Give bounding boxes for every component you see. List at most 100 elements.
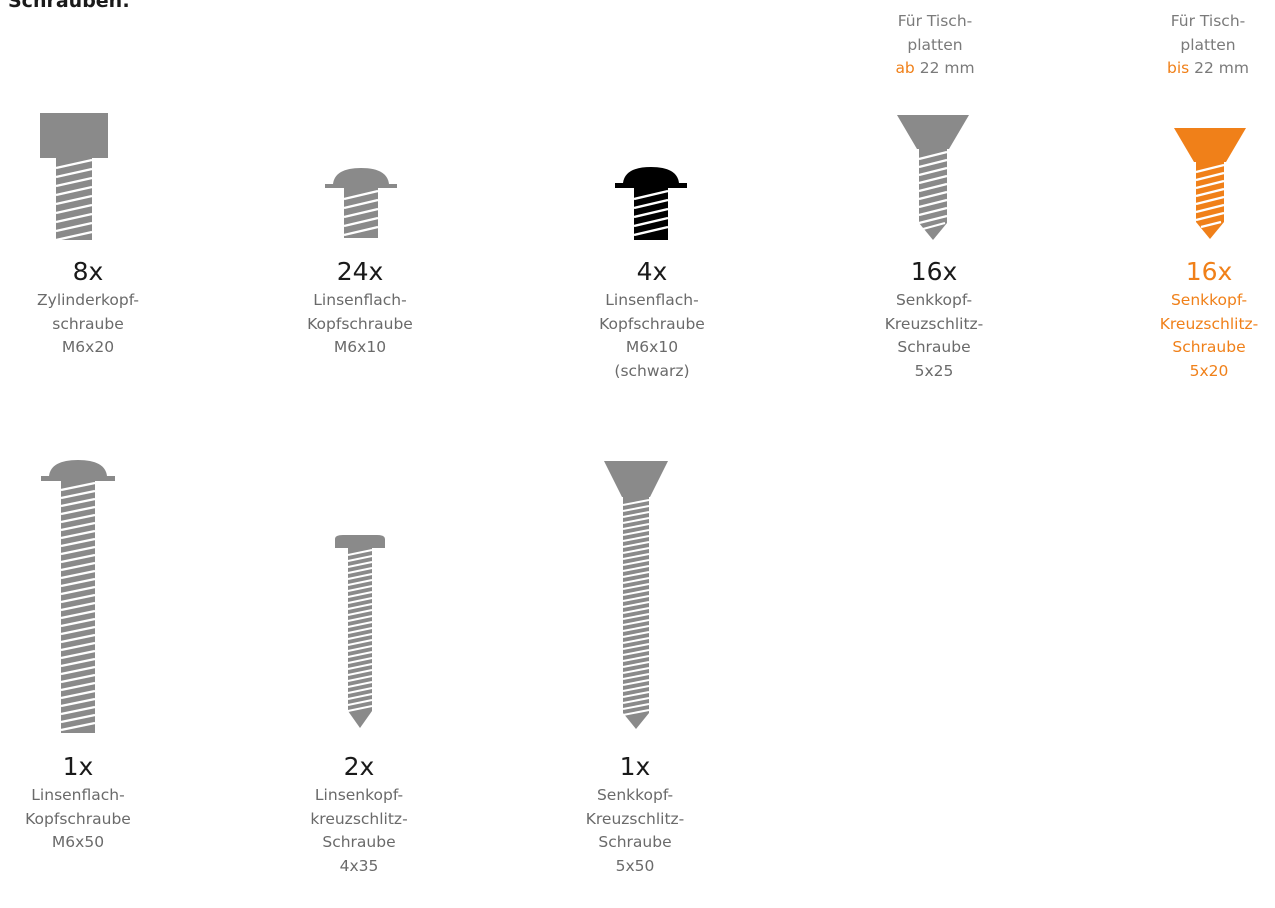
- screw-quantity: 24x: [336, 257, 384, 286]
- table-thickness-note-bis: Für Tisch- platten bis 22 mm: [1108, 10, 1275, 81]
- thread-line: [60, 649, 96, 660]
- screw-item-5x50: 1x Senkkopf- Kreuzschlitz- Schraube 5x50: [535, 752, 735, 878]
- thread-line: [60, 665, 96, 676]
- thread-line: [622, 523, 650, 530]
- screw-quantity: 8x: [72, 257, 104, 286]
- thread-line: [60, 553, 96, 564]
- thread-line: [60, 617, 96, 628]
- screw-name-line: Schraube: [322, 833, 396, 851]
- note-line-1: Für Tisch-: [1170, 12, 1246, 30]
- screw-name-line: schraube: [52, 314, 124, 333]
- screw-name-line: Linsenflach-: [31, 786, 125, 804]
- thread-line: [60, 609, 96, 620]
- countersunk-screw-icon: [897, 115, 969, 240]
- thread-line: [622, 505, 650, 512]
- thread-line: [347, 681, 373, 688]
- thread-line: [347, 627, 373, 634]
- screw-name-line: Schraube: [1172, 338, 1246, 356]
- thread-line: [347, 591, 373, 598]
- thread-line: [622, 655, 650, 662]
- thread-line: [347, 633, 373, 640]
- thread-line: [347, 579, 373, 586]
- thread-line: [622, 547, 650, 554]
- thread-line: [622, 643, 650, 650]
- cylinder-head-screw-icon: [40, 113, 108, 242]
- thread-line: [60, 561, 96, 572]
- thread-line: [60, 721, 96, 732]
- screw-quantity: 2x: [343, 752, 375, 781]
- thread-line: [60, 625, 96, 636]
- thread-line: [622, 625, 650, 632]
- thread-line: [60, 537, 96, 548]
- thread-line: [622, 553, 650, 560]
- thread-line: [347, 663, 373, 670]
- screw-quantity: 4x: [636, 257, 668, 286]
- thread-line: [60, 673, 96, 684]
- screw-item-4x35: 2x Linsenkopf- kreuzschlitz- Schraube 4x…: [259, 752, 459, 878]
- thread-line: [622, 631, 650, 638]
- thread-line: [60, 497, 96, 508]
- thread-line: [347, 651, 373, 658]
- screw-name-line: Senkkopf-: [1170, 291, 1248, 309]
- thread-line: [622, 679, 650, 686]
- note-rest: 22 mm: [1189, 59, 1249, 77]
- thread-line: [622, 541, 650, 548]
- thread-line: [622, 613, 650, 620]
- note-highlight: bis: [1166, 59, 1190, 77]
- thread-line: [347, 561, 373, 568]
- thread-line: [622, 691, 650, 698]
- thread-line: [622, 685, 650, 692]
- thread-line: [347, 621, 373, 628]
- thread-line: [60, 569, 96, 580]
- thread-line: [60, 657, 96, 668]
- thread-line: [347, 603, 373, 610]
- thread-line: [622, 661, 650, 668]
- thread-line: [622, 559, 650, 566]
- thread-line: [622, 535, 650, 542]
- thread-line: [622, 583, 650, 590]
- screw-name-line: Linsenkopf-: [314, 786, 404, 804]
- screw-quantity: 16x: [1185, 257, 1233, 286]
- thread-line: [347, 567, 373, 574]
- section-heading: Schrauben:: [8, 0, 130, 12]
- pan-flange-long-screw-icon: [41, 460, 115, 733]
- thread-line: [347, 693, 373, 700]
- thread-line: [622, 601, 650, 608]
- thread-line: [622, 517, 650, 524]
- screw-name-line: Kreuzschlitz-: [1159, 314, 1259, 333]
- screw-size: M6x50: [51, 833, 105, 851]
- screw-size: 5x20: [1189, 361, 1229, 380]
- screw-item-m6x50: 1x Linsenflach- Kopfschraube M6x50: [0, 752, 178, 855]
- screw-name-line: Kopfschraube: [599, 314, 705, 333]
- screw-item-m6x20: 8x Zylinderkopf- schraube M6x20: [0, 257, 188, 360]
- table-thickness-note-ab: Für Tisch- platten ab 22 mm: [835, 10, 1035, 81]
- screw-size: M6x10: [333, 338, 387, 356]
- screw-item-m6x10: 24x Linsenflach- Kopfschraube M6x10: [260, 257, 460, 360]
- screw-name-line: Kreuzschlitz-: [884, 314, 984, 333]
- screw-name-line: Kreuzschlitz-: [585, 809, 685, 828]
- thread-line: [60, 705, 96, 716]
- thread-line: [347, 549, 373, 556]
- note-line-3: ab 22 mm: [835, 57, 1035, 81]
- screw-name-line: Kopfschraube: [25, 809, 131, 828]
- screw-name-line: Linsenflach-: [605, 291, 699, 309]
- screw-name-line: Senkkopf-: [895, 291, 973, 309]
- thread-line: [347, 657, 373, 664]
- screw-item-m6x10-black: 4x Linsenflach- Kopfschraube M6x10 (schw…: [552, 257, 752, 383]
- thread-line: [622, 511, 650, 518]
- screw-variant: (schwarz): [614, 361, 690, 380]
- note-line-3: bis 22 mm: [1108, 57, 1275, 81]
- countersunk-long-screw-icon: [604, 461, 668, 729]
- thread-line: [60, 713, 96, 724]
- thread-line: [622, 577, 650, 584]
- screw-size: 5x25: [914, 361, 954, 380]
- thread-line: [347, 555, 373, 562]
- thread-line: [60, 521, 96, 532]
- thread-line: [622, 619, 650, 626]
- thread-line: [60, 577, 96, 588]
- thread-line: [347, 687, 373, 694]
- thread-line: [347, 669, 373, 676]
- thread-line: [622, 529, 650, 536]
- pan-head-screw-icon: [335, 535, 385, 728]
- pan-flange-screw-icon: [325, 168, 397, 238]
